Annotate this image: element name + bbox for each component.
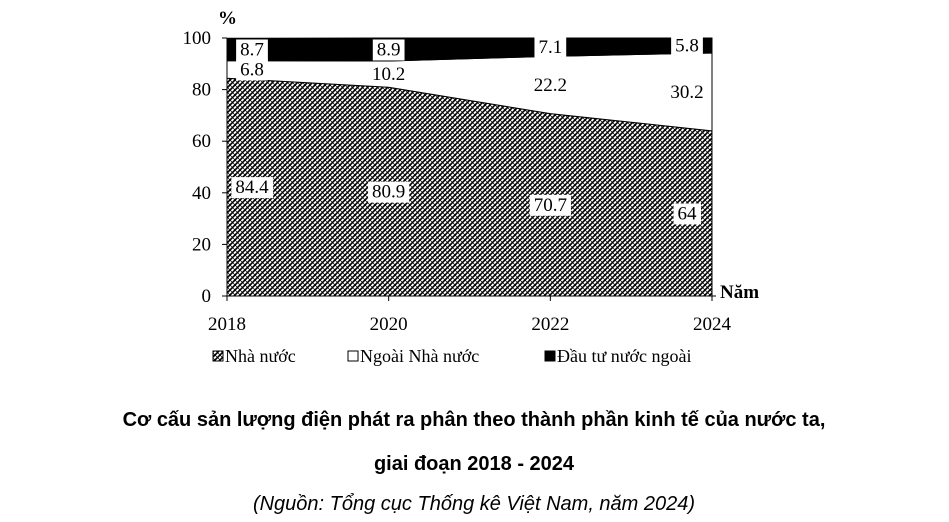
data-label: 70.7 xyxy=(534,195,567,216)
data-label-bg xyxy=(666,81,708,103)
x-tick-label: 2024 xyxy=(693,314,732,335)
data-label-bg xyxy=(236,39,268,61)
data-label-bg xyxy=(671,35,703,57)
data-label-bg xyxy=(236,59,268,81)
y-tick-label: 100 xyxy=(183,28,212,49)
data-label: 8.7 xyxy=(240,39,264,60)
x-tick-label: 2018 xyxy=(208,314,246,335)
data-label-bg xyxy=(368,64,410,86)
y-tick-label: 80 xyxy=(192,80,211,101)
x-tick-label: 2022 xyxy=(531,314,569,335)
source: (Nguồn: Tổng cục Thống kê Việt Nam, năm … xyxy=(253,493,695,515)
chart-title: giai đoạn 2018 - 2024 xyxy=(374,453,575,475)
data-label-bg xyxy=(534,37,567,59)
legend-label: Ngoài Nhà nước xyxy=(360,346,479,366)
y-tick-label: 40 xyxy=(192,183,211,204)
data-label-bg xyxy=(231,177,274,199)
data-label: 7.1 xyxy=(538,37,562,58)
data-label: 22.2 xyxy=(534,75,567,96)
chart-title: Cơ cấu sản lượng điện phát ra phân theo … xyxy=(123,409,826,431)
data-label: 5.8 xyxy=(675,35,699,56)
data-label: 8.9 xyxy=(377,39,401,60)
legend-label: Nhà nước xyxy=(225,346,296,366)
data-label: 64 xyxy=(678,203,698,224)
legend-swatch xyxy=(544,350,556,362)
legend-label: Đầu tư nước ngoài xyxy=(557,346,692,366)
data-label-bg xyxy=(529,74,571,96)
data-label: 10.2 xyxy=(372,64,405,85)
y-tick-label: 20 xyxy=(192,234,211,255)
y-tick-label: 0 xyxy=(202,286,212,307)
y-tick-label: 60 xyxy=(192,131,211,152)
legend-swatch xyxy=(212,350,224,362)
data-label-bg xyxy=(673,203,701,225)
y-axis-label: % xyxy=(218,8,237,29)
data-label: 6.8 xyxy=(240,59,264,80)
data-label-bg xyxy=(372,39,405,61)
data-label-bg xyxy=(368,181,410,203)
data-label-bg xyxy=(529,194,571,216)
data-label: 84.4 xyxy=(235,177,269,198)
area xyxy=(226,37,713,62)
legend-swatch xyxy=(347,350,359,362)
x-axis-label: Năm xyxy=(720,282,759,303)
plot xyxy=(226,37,713,297)
x-tick-label: 2020 xyxy=(370,314,408,335)
data-label: 30.2 xyxy=(670,82,703,103)
data-label: 80.9 xyxy=(372,182,405,203)
